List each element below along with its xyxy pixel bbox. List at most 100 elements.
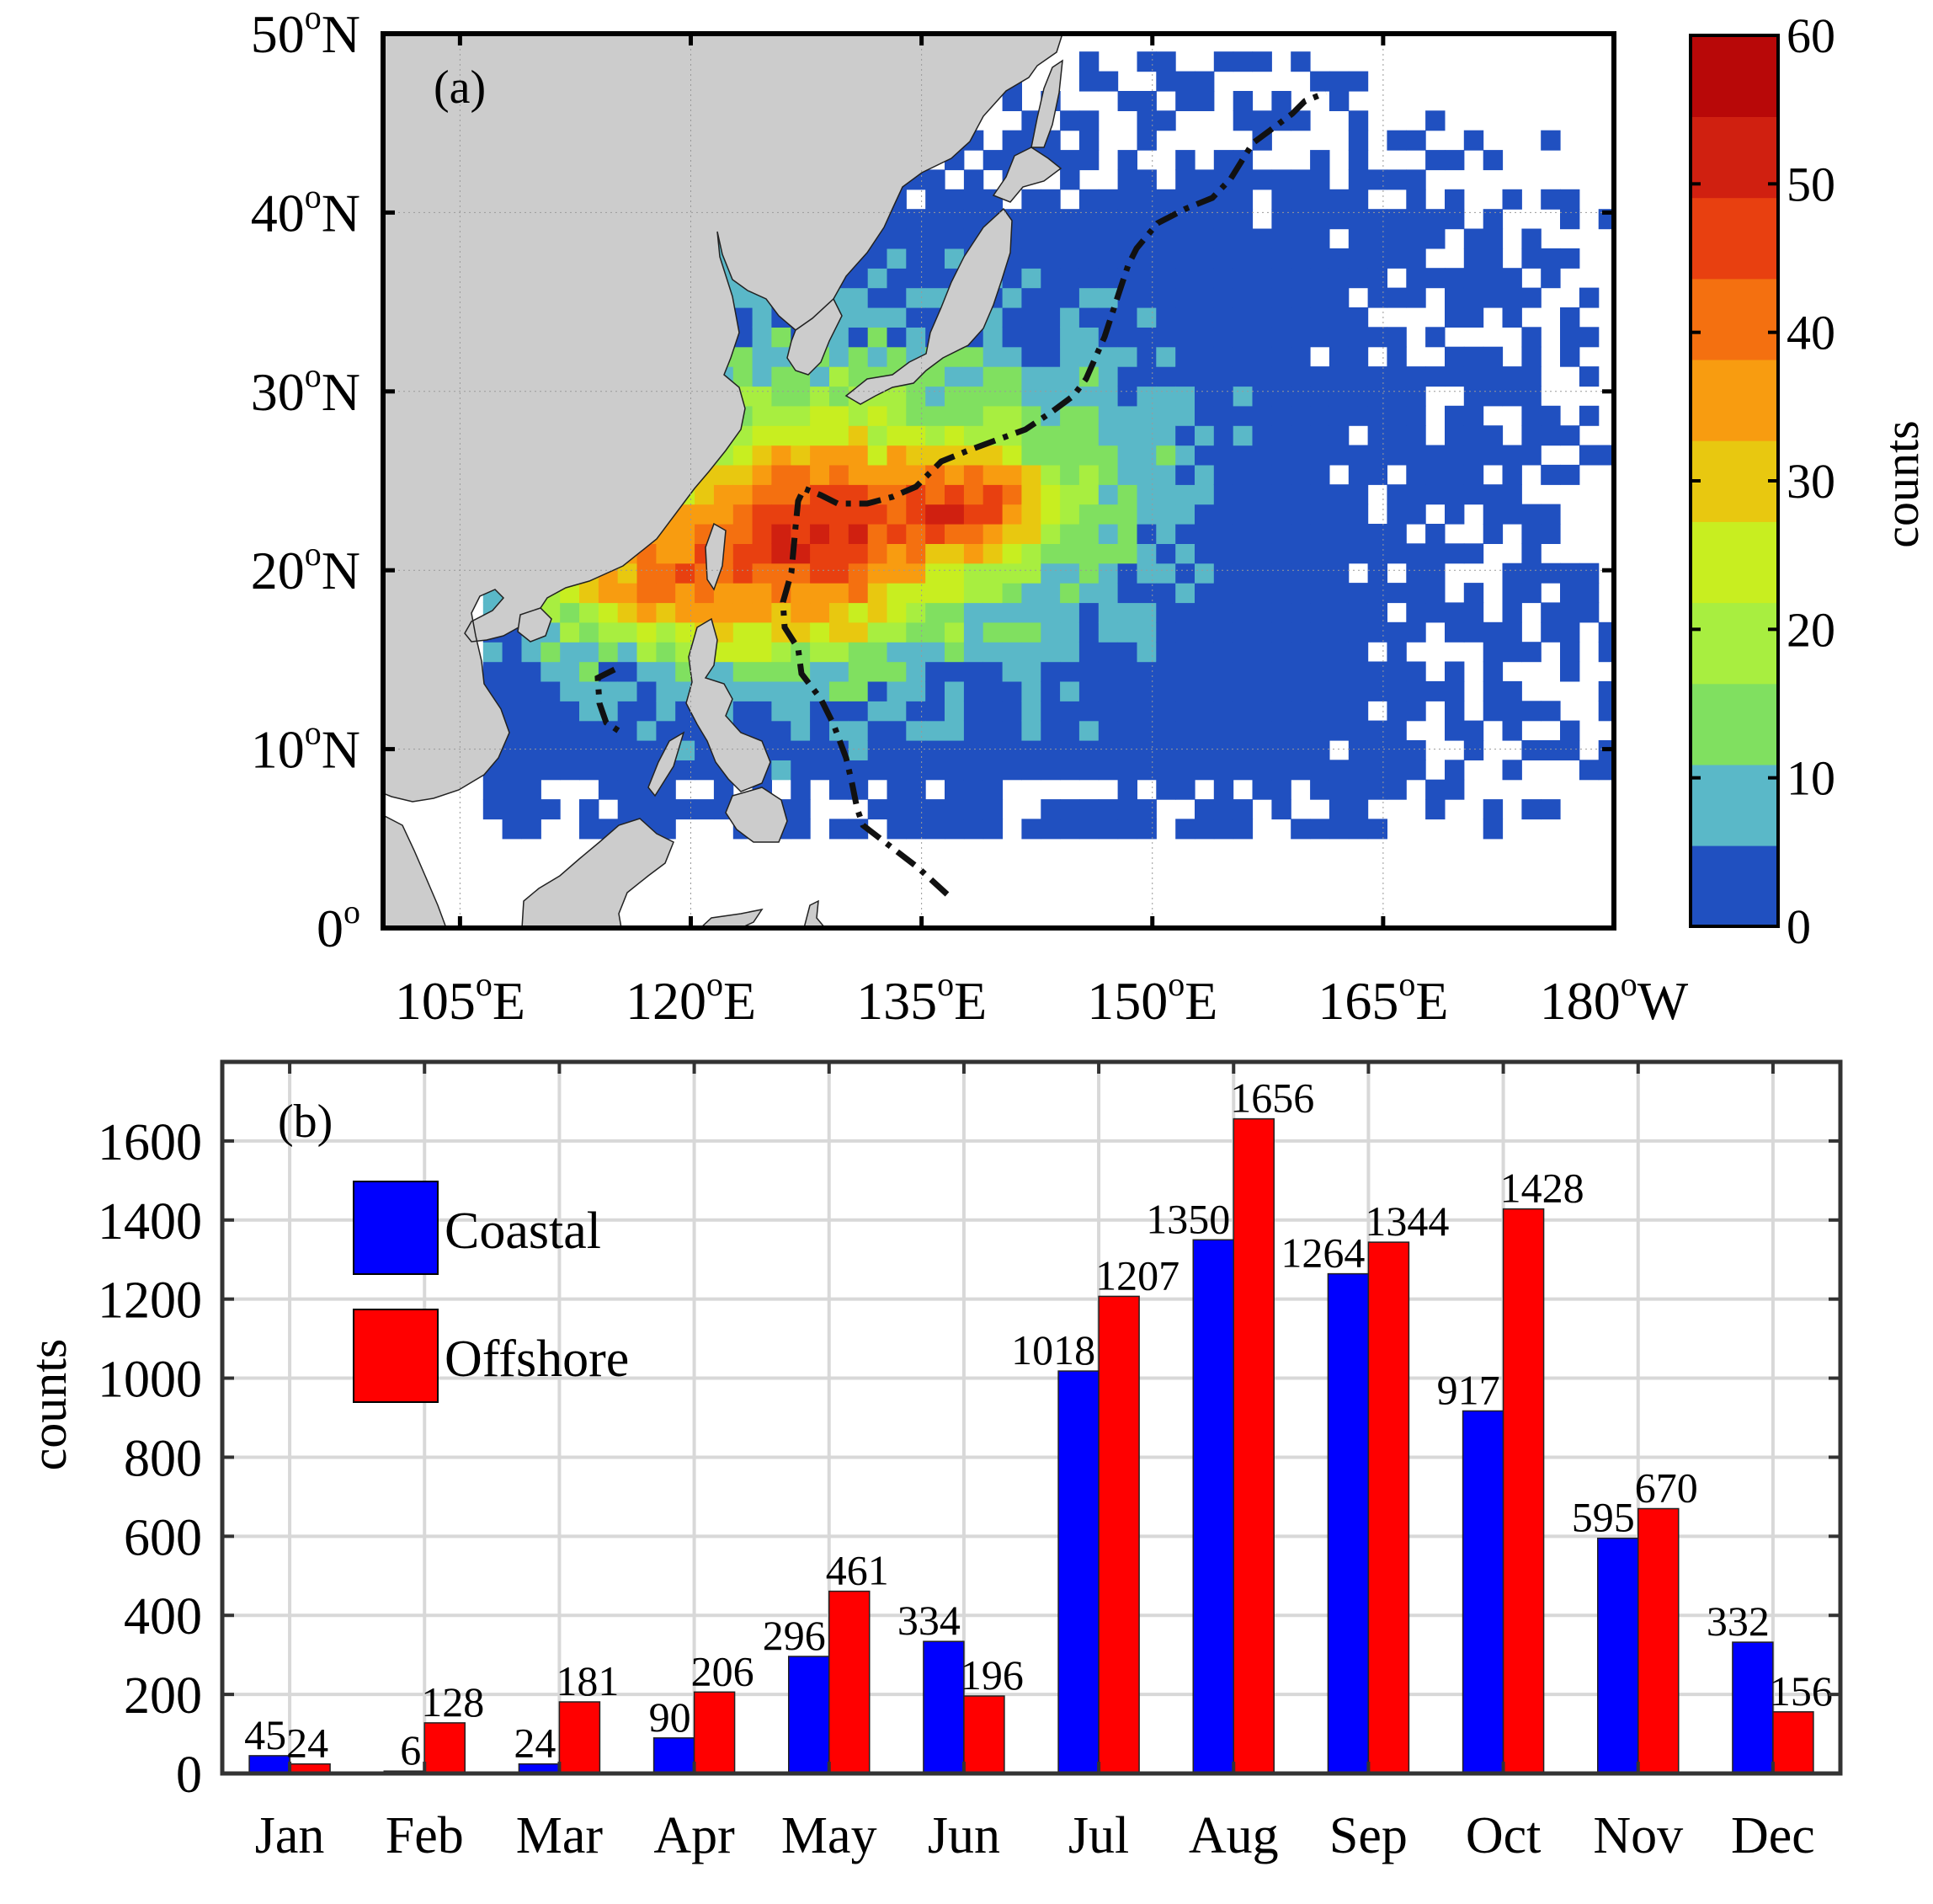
heat-cell	[1291, 228, 1311, 249]
heat-cell	[925, 484, 945, 505]
heat-cell	[771, 740, 791, 760]
heat-cell	[1213, 464, 1234, 485]
heat-cell	[1060, 464, 1080, 485]
heat-cell	[1041, 799, 1061, 820]
heat-cell	[1137, 189, 1157, 210]
heat-cell	[925, 563, 945, 584]
heat-cell	[1406, 445, 1426, 466]
heat-cell	[1002, 543, 1022, 564]
heat-cell	[1078, 740, 1100, 760]
heat-cell	[1271, 680, 1291, 701]
heat-cell	[906, 701, 926, 722]
heat-cell	[1156, 228, 1176, 249]
heat-cell	[1387, 642, 1407, 663]
heat-cell	[1213, 484, 1234, 505]
heat-cell	[771, 445, 791, 466]
heat-cell	[1463, 248, 1484, 269]
heat-cell	[1560, 307, 1580, 328]
heat-cell	[1329, 366, 1350, 387]
heat-cell	[1367, 169, 1387, 190]
heat-cell	[1060, 720, 1080, 741]
heat-cell	[1060, 445, 1080, 466]
heat-cell	[887, 524, 907, 544]
heat-cell	[848, 661, 869, 682]
heat-cell	[1445, 543, 1465, 564]
colorbar-block	[1691, 602, 1778, 685]
heat-cell	[906, 583, 926, 604]
heat-cell	[1271, 425, 1291, 446]
heat-cell	[1598, 680, 1614, 701]
heat-cell	[1213, 405, 1234, 426]
heat-cell	[1233, 248, 1254, 269]
heat-cell	[1137, 130, 1157, 151]
bar-offshore-jun	[963, 1695, 1005, 1774]
heat-cell	[945, 386, 965, 407]
heat-cell	[1445, 464, 1465, 485]
heat-cell	[1406, 130, 1426, 151]
heat-cell	[1425, 228, 1446, 249]
heat-cell	[982, 779, 1004, 800]
heat-cell	[1195, 209, 1215, 230]
y-tick-label: 400	[124, 1588, 202, 1645]
heat-cell	[1098, 425, 1119, 446]
heat-cell	[1060, 248, 1080, 269]
heat-cell	[1137, 680, 1157, 701]
heat-cell	[945, 248, 965, 269]
heat-cell	[1175, 504, 1195, 525]
heat-cell	[1483, 425, 1504, 446]
heat-cell	[1425, 543, 1446, 564]
longitude-label: 120oE	[626, 965, 756, 1031]
heat-cell	[925, 209, 945, 230]
heat-cell	[945, 484, 965, 505]
heat-cell	[982, 504, 1004, 525]
heat-cell	[945, 642, 965, 663]
heat-cell	[1175, 819, 1195, 840]
heat-cell	[945, 760, 965, 781]
heat-cell	[1541, 563, 1561, 584]
heat-cell	[925, 819, 945, 840]
heat-cell	[1156, 484, 1176, 505]
heat-cell	[982, 799, 1004, 820]
heat-cell	[1252, 680, 1272, 701]
heat-cell	[791, 464, 811, 485]
heat-cell	[752, 366, 772, 387]
x-tick-label: Oct	[1466, 1807, 1542, 1864]
heat-cell	[1387, 346, 1407, 367]
heat-cell	[1156, 740, 1176, 760]
heat-cell	[1213, 602, 1234, 623]
heat-cell	[617, 661, 638, 682]
heat-cell	[848, 602, 869, 623]
heat-cell	[1425, 150, 1446, 171]
heat-cell	[925, 425, 945, 446]
heat-cell	[540, 740, 561, 760]
heat-cell	[1041, 366, 1061, 387]
heat-cell	[906, 287, 926, 308]
heat-cell	[963, 680, 984, 701]
heat-cell	[1060, 661, 1080, 682]
heat-cell	[771, 680, 791, 701]
heat-cell	[1175, 386, 1195, 407]
heat-cell	[982, 819, 1004, 840]
heat-cell	[1329, 701, 1350, 722]
heat-cell	[1348, 386, 1369, 407]
heat-cell	[925, 228, 945, 249]
heat-cell	[598, 602, 619, 623]
heat-cell	[732, 621, 753, 643]
heat-cell	[982, 583, 1004, 604]
heat-cell	[1406, 563, 1426, 584]
heat-cell	[1521, 405, 1542, 426]
y-tick-label: 1600	[98, 1114, 202, 1171]
heat-cell	[829, 621, 849, 643]
colorbar-block	[1691, 845, 1778, 927]
land-sakhalin	[1030, 59, 1063, 148]
heat-cell	[1541, 740, 1561, 760]
heat-cell	[848, 720, 869, 741]
heat-cell	[1021, 464, 1041, 485]
heat-cell	[1213, 189, 1234, 210]
heat-cell	[636, 760, 657, 781]
heat-cell	[1445, 661, 1465, 682]
heat-cell	[963, 701, 984, 722]
heat-cell	[1137, 327, 1157, 348]
heat-cell	[1348, 366, 1369, 387]
heat-cell	[1078, 621, 1100, 643]
